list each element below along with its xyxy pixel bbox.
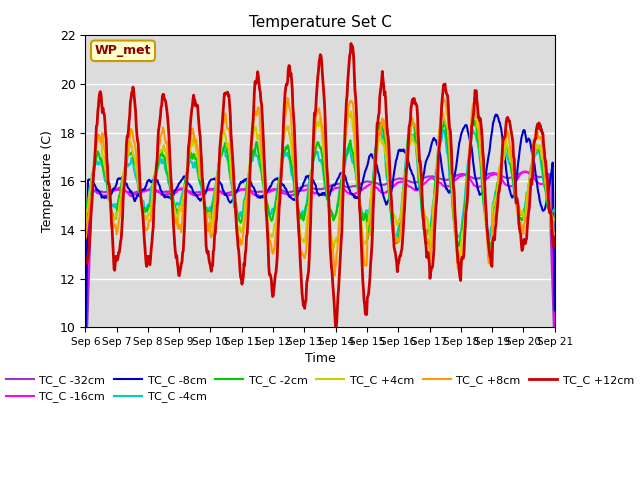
TC_C +12cm	[211, 232, 218, 238]
TC_C -2cm	[376, 120, 384, 126]
TC_C -16cm	[90, 187, 98, 193]
TC_C -16cm	[186, 190, 194, 196]
TC_C -8cm	[376, 180, 384, 185]
TC_C -16cm	[211, 187, 218, 192]
TC_C -32cm	[376, 182, 384, 188]
Title: Temperature Set C: Temperature Set C	[248, 15, 392, 30]
TC_C -8cm	[492, 112, 500, 118]
TC_C -8cm	[138, 187, 146, 192]
TC_C +8cm	[377, 120, 385, 126]
TC_C +12cm	[332, 325, 340, 331]
TC_C -8cm	[390, 169, 398, 175]
TC_C -4cm	[90, 162, 98, 168]
TC_C +12cm	[347, 41, 355, 47]
TC_C +12cm	[138, 204, 146, 210]
TC_C -2cm	[551, 215, 559, 220]
TC_C -4cm	[392, 239, 399, 245]
TC_C -8cm	[551, 307, 559, 313]
TC_C -2cm	[486, 244, 494, 250]
TC_C +8cm	[391, 232, 399, 238]
TC_C +8cm	[81, 232, 89, 238]
TC_C +12cm	[186, 132, 194, 138]
TC_C -4cm	[211, 189, 218, 194]
TC_C -2cm	[390, 231, 398, 237]
Y-axis label: Temperature (C): Temperature (C)	[41, 130, 54, 232]
TC_C -32cm	[520, 169, 527, 175]
TC_C -32cm	[186, 189, 194, 194]
TC_C -16cm	[376, 188, 384, 194]
Line: TC_C -8cm: TC_C -8cm	[85, 115, 555, 374]
TC_C +4cm	[81, 222, 89, 228]
TC_C +12cm	[90, 167, 98, 173]
TC_C -4cm	[377, 127, 385, 132]
TC_C +4cm	[211, 198, 218, 204]
TC_C -2cm	[186, 155, 194, 161]
Legend: TC_C -32cm, TC_C -16cm, TC_C -8cm, TC_C -4cm, TC_C -2cm, TC_C +4cm, TC_C +8cm, T: TC_C -32cm, TC_C -16cm, TC_C -8cm, TC_C …	[2, 371, 638, 407]
Line: TC_C +8cm: TC_C +8cm	[85, 96, 555, 276]
TC_C +4cm	[471, 106, 479, 112]
TC_C -32cm	[390, 177, 398, 183]
TC_C +8cm	[211, 211, 218, 217]
TC_C -4cm	[81, 197, 89, 203]
TC_C +4cm	[486, 255, 494, 261]
X-axis label: Time: Time	[305, 352, 335, 365]
TC_C -4cm	[376, 122, 383, 128]
Line: TC_C -32cm: TC_C -32cm	[85, 172, 555, 380]
TC_C +8cm	[186, 145, 194, 151]
TC_C -16cm	[138, 189, 146, 194]
TC_C +8cm	[551, 231, 559, 237]
Line: TC_C -2cm: TC_C -2cm	[85, 120, 555, 247]
TC_C -8cm	[186, 182, 194, 188]
TC_C -16cm	[551, 336, 559, 341]
TC_C -8cm	[81, 372, 89, 377]
TC_C +4cm	[390, 212, 398, 218]
TC_C +8cm	[331, 273, 339, 278]
TC_C -2cm	[90, 170, 98, 176]
TC_C -32cm	[551, 348, 559, 354]
TC_C -2cm	[81, 207, 89, 213]
TC_C -8cm	[90, 180, 98, 186]
TC_C +12cm	[392, 250, 399, 256]
TC_C -4cm	[186, 157, 194, 163]
TC_C +12cm	[551, 235, 559, 241]
TC_C -4cm	[551, 206, 559, 212]
TC_C +4cm	[186, 149, 194, 155]
TC_C -32cm	[90, 188, 98, 194]
TC_C -32cm	[81, 377, 89, 383]
TC_C -2cm	[211, 194, 218, 200]
TC_C -4cm	[391, 237, 399, 243]
Line: TC_C +12cm: TC_C +12cm	[85, 44, 555, 328]
Text: WP_met: WP_met	[95, 44, 151, 57]
TC_C +4cm	[376, 135, 384, 141]
TC_C +8cm	[90, 160, 98, 166]
TC_C +4cm	[138, 199, 146, 205]
TC_C -16cm	[81, 377, 89, 383]
TC_C -32cm	[211, 187, 218, 192]
TC_C +12cm	[378, 78, 385, 84]
TC_C +8cm	[472, 93, 479, 98]
TC_C -16cm	[522, 168, 530, 174]
TC_C +8cm	[138, 210, 146, 216]
TC_C -2cm	[440, 117, 448, 122]
TC_C +4cm	[90, 165, 98, 170]
TC_C -16cm	[390, 182, 398, 188]
TC_C -4cm	[138, 201, 146, 206]
Line: TC_C +4cm: TC_C +4cm	[85, 109, 555, 258]
Line: TC_C -4cm: TC_C -4cm	[85, 125, 555, 242]
TC_C +4cm	[551, 217, 559, 223]
TC_C +12cm	[81, 260, 89, 265]
Line: TC_C -16cm: TC_C -16cm	[85, 171, 555, 380]
TC_C -2cm	[138, 201, 146, 207]
TC_C -32cm	[138, 188, 146, 194]
TC_C -8cm	[211, 176, 218, 181]
